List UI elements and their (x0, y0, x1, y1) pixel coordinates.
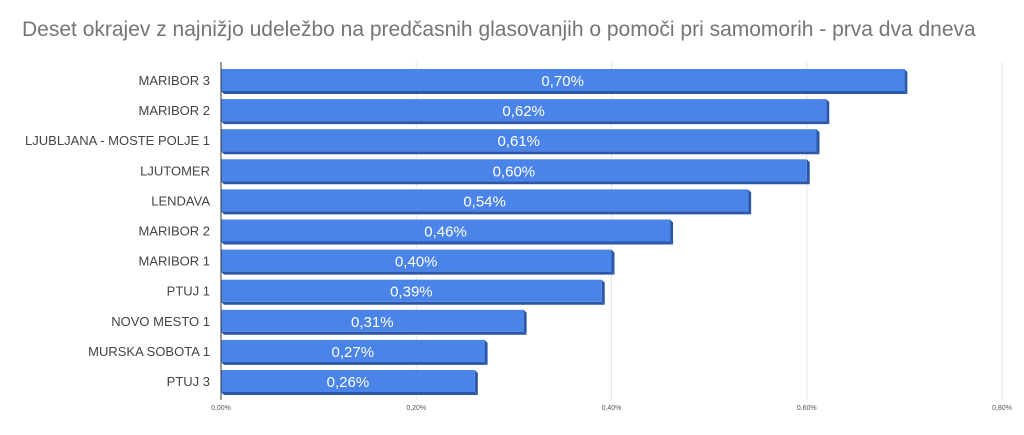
bar (221, 99, 827, 122)
data-label: 0,31% (351, 314, 394, 331)
category-label: MARIBOR 2 (138, 224, 210, 239)
bar-shadow (221, 331, 527, 335)
bar (221, 309, 524, 332)
category-label: LENDAVA (151, 193, 210, 208)
category-label: LJUBLJANA - MOSTE POLJE 1 (25, 133, 210, 148)
bar-shadow (221, 211, 752, 215)
bar-side (474, 370, 478, 395)
category-label: MURSKA SOBOTA 1 (88, 344, 210, 359)
bar (221, 279, 602, 302)
bar-side (601, 279, 605, 305)
data-label: 0,46% (424, 224, 467, 241)
category-label: MARIBOR 3 (138, 73, 210, 88)
bar (221, 129, 817, 152)
data-label: 0,70% (541, 73, 584, 90)
bar-side (611, 249, 615, 275)
data-label: 0,60% (493, 163, 536, 180)
bar-shadow (221, 271, 615, 275)
x-tick-label: 0,20% (406, 405, 426, 412)
data-label: 0,39% (390, 284, 433, 301)
bar-shadow (221, 392, 478, 395)
bar-side (826, 99, 830, 125)
x-tick-label: 0,00% (211, 405, 231, 412)
data-label: 0,61% (497, 133, 540, 150)
category-label: MARIBOR 1 (138, 254, 210, 269)
bar (221, 339, 485, 362)
bar-shadow (221, 91, 908, 94)
x-tick-label: 0,40% (602, 405, 622, 412)
bar-shadow (221, 151, 820, 155)
bar-shadow (221, 181, 810, 185)
category-label: MARIBOR 2 (138, 103, 210, 118)
data-label: 0,27% (332, 344, 375, 361)
x-tick-label: 0,80% (992, 405, 1012, 412)
bar (221, 159, 807, 182)
category-label: PTUJ 1 (167, 284, 210, 299)
category-label: NOVO MESTO 1 (111, 314, 210, 329)
bar-side (748, 189, 752, 215)
bar-side (484, 339, 488, 365)
bar-shadow (221, 241, 674, 245)
bar (221, 249, 612, 272)
bar-side (806, 159, 810, 185)
bar-shadow (221, 361, 488, 365)
data-label: 0,62% (502, 103, 545, 120)
category-label: LJUTOMER (140, 163, 210, 178)
bar (221, 189, 749, 212)
bar-side (523, 309, 527, 335)
data-label: 0,40% (395, 254, 438, 271)
data-label: 0,26% (327, 374, 370, 391)
bar (221, 370, 475, 392)
x-tick-label: 0,60% (797, 405, 817, 412)
bar-shadow (221, 121, 830, 125)
data-label: 0,54% (463, 193, 506, 210)
bar-side (904, 69, 908, 94)
bar-shadow (221, 301, 605, 305)
bar (221, 69, 905, 91)
bar (221, 219, 671, 242)
category-label: PTUJ 3 (167, 374, 210, 389)
chart-title: Deset okrajev z najnižjo udeležbo na pre… (22, 18, 976, 41)
bar-side (670, 219, 674, 245)
bar-side (816, 129, 820, 155)
